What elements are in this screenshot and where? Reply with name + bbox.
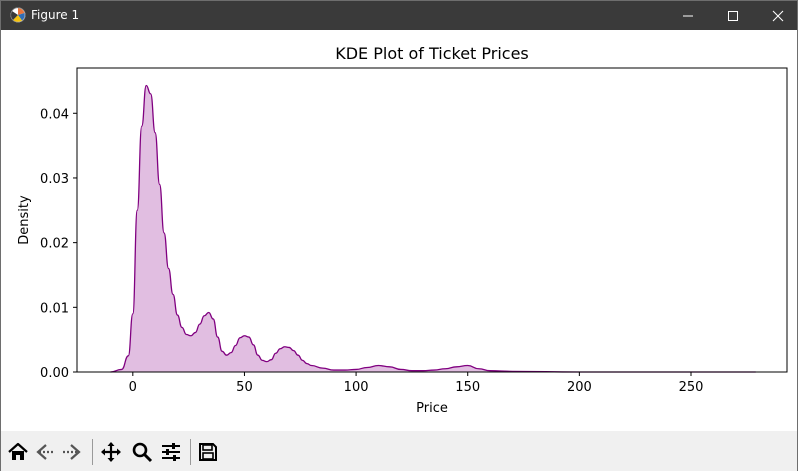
y-tick-label: 0.00 bbox=[40, 366, 69, 381]
kde-curve-line bbox=[110, 84, 756, 373]
back-button[interactable] bbox=[32, 439, 58, 465]
y-tick-label: 0.01 bbox=[40, 301, 69, 316]
x-tick-label: 100 bbox=[344, 380, 369, 395]
x-tick-label: 50 bbox=[236, 380, 253, 395]
forward-arrow-icon bbox=[63, 444, 81, 460]
matplotlib-logo-icon bbox=[10, 7, 26, 23]
y-tick-label: 0.03 bbox=[40, 172, 69, 187]
forward-button[interactable] bbox=[59, 439, 85, 465]
minimize-icon bbox=[683, 15, 693, 16]
x-tick-label: 250 bbox=[679, 380, 704, 395]
x-axis-label: Price bbox=[416, 401, 448, 416]
save-disk-icon bbox=[199, 443, 217, 461]
toolbar-separator bbox=[190, 439, 191, 465]
window-title: Figure 1 bbox=[31, 8, 80, 22]
back-arrow-icon bbox=[36, 444, 54, 460]
x-tick-label: 0 bbox=[129, 380, 137, 395]
zoom-button[interactable] bbox=[129, 439, 155, 465]
x-tick-label: 150 bbox=[455, 380, 480, 395]
minimize-button[interactable] bbox=[665, 1, 711, 30]
pan-move-icon bbox=[101, 442, 121, 462]
home-button[interactable] bbox=[5, 439, 31, 465]
configure-subplots-icon bbox=[162, 443, 180, 461]
y-tick-label: 0.02 bbox=[40, 237, 69, 252]
figure-canvas[interactable]: 0 50 100 150 200 250 0.00 0.01 0.02 0.03 0.04 KDE P… bbox=[1, 30, 797, 431]
configure-subplots-button[interactable] bbox=[158, 439, 184, 465]
y-tick-label: 0.04 bbox=[40, 107, 69, 122]
kde-chart: 0 50 100 150 200 250 0.00 0.01 0.02 0.03 0.04 KDE P… bbox=[17, 44, 788, 416]
close-icon bbox=[772, 10, 784, 21]
kde-fill-area bbox=[110, 85, 756, 372]
title-bar[interactable]: Figure 1 bbox=[1, 1, 797, 30]
home-icon bbox=[8, 442, 28, 460]
zoom-magnifier-icon bbox=[132, 442, 153, 463]
toolbar-separator bbox=[92, 439, 93, 465]
navigation-toolbar bbox=[1, 431, 797, 471]
axes-frame bbox=[76, 67, 788, 373]
y-axis-label: Density bbox=[17, 195, 32, 245]
maximize-icon bbox=[728, 10, 738, 21]
maximize-button[interactable] bbox=[710, 1, 756, 30]
chart-title: KDE Plot of Ticket Prices bbox=[335, 44, 529, 63]
pan-button[interactable] bbox=[98, 439, 124, 465]
close-button[interactable] bbox=[755, 1, 798, 30]
save-button[interactable] bbox=[195, 439, 221, 465]
x-tick-label: 200 bbox=[567, 380, 592, 395]
